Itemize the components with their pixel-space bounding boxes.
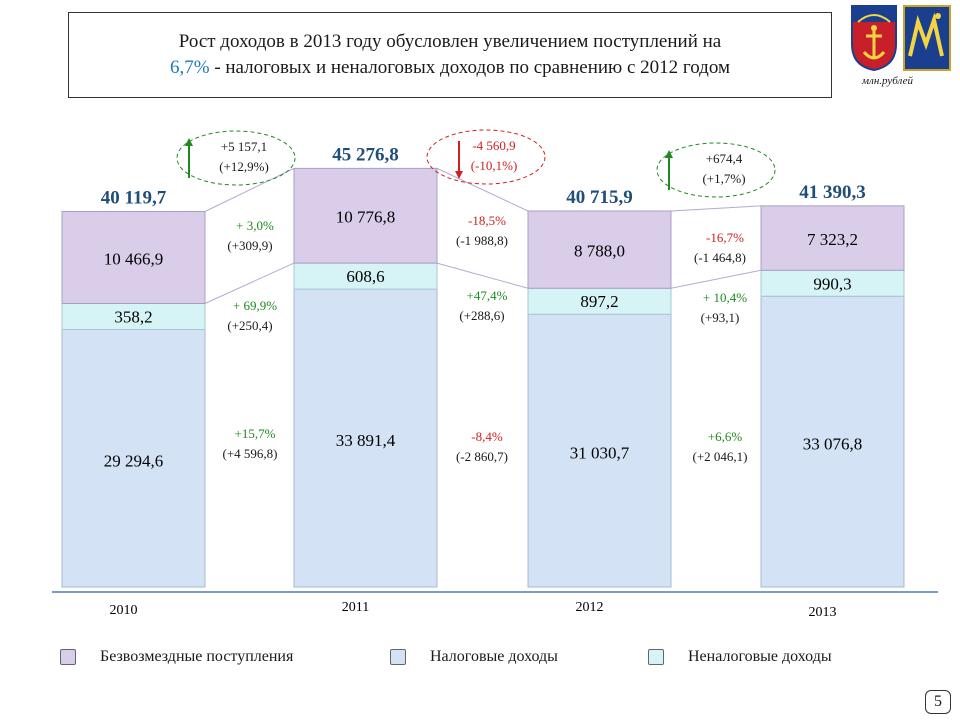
legend-swatch-tax: [390, 649, 406, 665]
x-tick-label-2012: 2012: [576, 600, 604, 615]
change-abs-tax-3: (+2 046,1): [693, 449, 748, 464]
total-change-pct-1: (+12,9%): [219, 159, 269, 174]
change-pct-gratuitous-3: -16,7%: [706, 230, 744, 245]
value-label-tax-2011: 33 891,4: [336, 431, 396, 450]
total-change-abs-2: -4 560,9: [472, 138, 515, 153]
bar-gratuitous-2012: [527, 210, 672, 289]
value-label-gratuitous-2013: 7 323,2: [807, 230, 858, 249]
legend-label-nontax: Неналоговые доходы: [688, 648, 832, 665]
total-label-2010: 40 119,7: [101, 187, 167, 208]
title-highlight: 6,7%: [169, 57, 210, 78]
up-arrowhead-icon: [665, 150, 673, 158]
bar-gratuitous-2011: [293, 167, 438, 264]
bar-nontax-2013: [760, 269, 905, 297]
bar-gratuitous-2010: [61, 210, 206, 305]
total-change-abs-1: +5 157,1: [221, 139, 267, 154]
title-part2: - налоговых и неналоговых доходов по сра…: [209, 57, 731, 78]
total-label-2013: 41 390,3: [799, 182, 866, 203]
bar-tax-2011: [293, 288, 438, 588]
change-pct-nontax-2: +47,4%: [467, 288, 508, 303]
bar-gratuitous-2013: [760, 205, 905, 271]
bar-tax-2013: [760, 295, 905, 588]
connector-line-gr-3: [670, 269, 762, 289]
legend-item-tax: Налоговые доходы: [390, 648, 558, 666]
up-arrowhead-icon: [185, 138, 193, 146]
total-change-pct-3: (+1,7%): [702, 171, 745, 186]
change-abs-nontax-1: (+250,4): [227, 318, 272, 333]
legend-swatch-gratuitous: [60, 649, 76, 665]
value-label-nontax-2011: 608,6: [346, 267, 384, 286]
change-pct-tax-1: +15,7%: [235, 426, 276, 441]
change-abs-nontax-3: (+93,1): [701, 310, 740, 325]
change-pct-tax-3: +6,6%: [708, 429, 743, 444]
change-pct-nontax-3: + 10,4%: [703, 290, 747, 305]
total-change-ellipse-2: [426, 129, 546, 185]
municipal-emblem-icon: [903, 5, 951, 71]
bar-tax-2010: [61, 329, 206, 588]
connector-line-gr-1: [204, 262, 295, 304]
connector-line-top-3: [670, 205, 762, 212]
x-tick-label-2013: 2013: [809, 605, 837, 620]
down-arrowhead-icon: [455, 171, 463, 179]
bar-nontax-2011: [293, 262, 438, 290]
value-label-tax-2012: 31 030,7: [570, 444, 630, 463]
total-label-2012: 40 715,9: [566, 187, 633, 208]
change-abs-tax-1: (+4 596,8): [223, 446, 278, 461]
legend-label-tax: Налоговые доходы: [430, 648, 558, 665]
value-label-gratuitous-2010: 10 466,9: [104, 249, 164, 268]
value-label-nontax-2012: 897,2: [580, 292, 618, 311]
title-part1: Рост доходов в 2013 году обусловлен увел…: [178, 31, 722, 52]
legend-item-nontax: Неналоговые доходы: [648, 648, 832, 666]
change-pct-gratuitous-2: -18,5%: [468, 213, 506, 228]
slide-title: Рост доходов в 2013 году обусловлен увел…: [68, 12, 832, 98]
connector-line-top-1: [204, 167, 295, 212]
legend-swatch-nontax: [648, 649, 664, 665]
total-label-2011: 45 276,8: [332, 144, 399, 165]
bar-nontax-2010: [61, 303, 206, 331]
x-tick-label-2010: 2010: [110, 603, 138, 618]
change-pct-nontax-1: + 69,9%: [233, 298, 277, 313]
x-tick-label-2011: 2011: [342, 600, 369, 615]
value-label-nontax-2013: 990,3: [813, 274, 851, 293]
legend-item-gratuitous: Безвозмездные поступления: [60, 648, 293, 666]
change-abs-nontax-2: (+288,6): [459, 308, 504, 323]
connector-line-top-2: [436, 167, 529, 212]
change-abs-tax-2: (-2 860,7): [456, 449, 508, 464]
value-label-gratuitous-2012: 8 788,0: [574, 242, 625, 261]
value-label-gratuitous-2011: 10 776,8: [336, 208, 396, 227]
total-change-ellipse-3: [656, 142, 776, 198]
change-abs-gratuitous-1: (+309,9): [227, 238, 272, 253]
bar-tax-2012: [527, 313, 672, 588]
total-change-pct-2: (-10,1%): [471, 158, 518, 173]
region-coat-of-arms-icon: [851, 5, 897, 72]
value-label-tax-2010: 29 294,6: [104, 451, 164, 470]
change-abs-gratuitous-3: (-1 464,8): [694, 250, 746, 265]
connector-line-gr-2: [436, 262, 529, 289]
total-change-ellipse-1: [176, 130, 296, 186]
legend-label-gratuitous: Безвозмездные поступления: [100, 648, 294, 665]
units-label: млн.рублей: [862, 75, 913, 87]
change-pct-tax-2: -8,4%: [471, 429, 503, 444]
change-abs-gratuitous-2: (-1 988,8): [456, 233, 508, 248]
change-pct-gratuitous-1: + 3,0%: [236, 218, 274, 233]
emblems: [848, 2, 954, 72]
value-label-nontax-2010: 358,2: [114, 308, 152, 327]
revenue-chart: 29 294,6 358,2 10 466,9 40 119,7 2010 33 891,…: [52, 129, 938, 620]
page-number: 5: [925, 690, 951, 714]
total-change-abs-3: +674,4: [706, 151, 743, 166]
value-label-tax-2013: 33 076,8: [803, 435, 863, 454]
